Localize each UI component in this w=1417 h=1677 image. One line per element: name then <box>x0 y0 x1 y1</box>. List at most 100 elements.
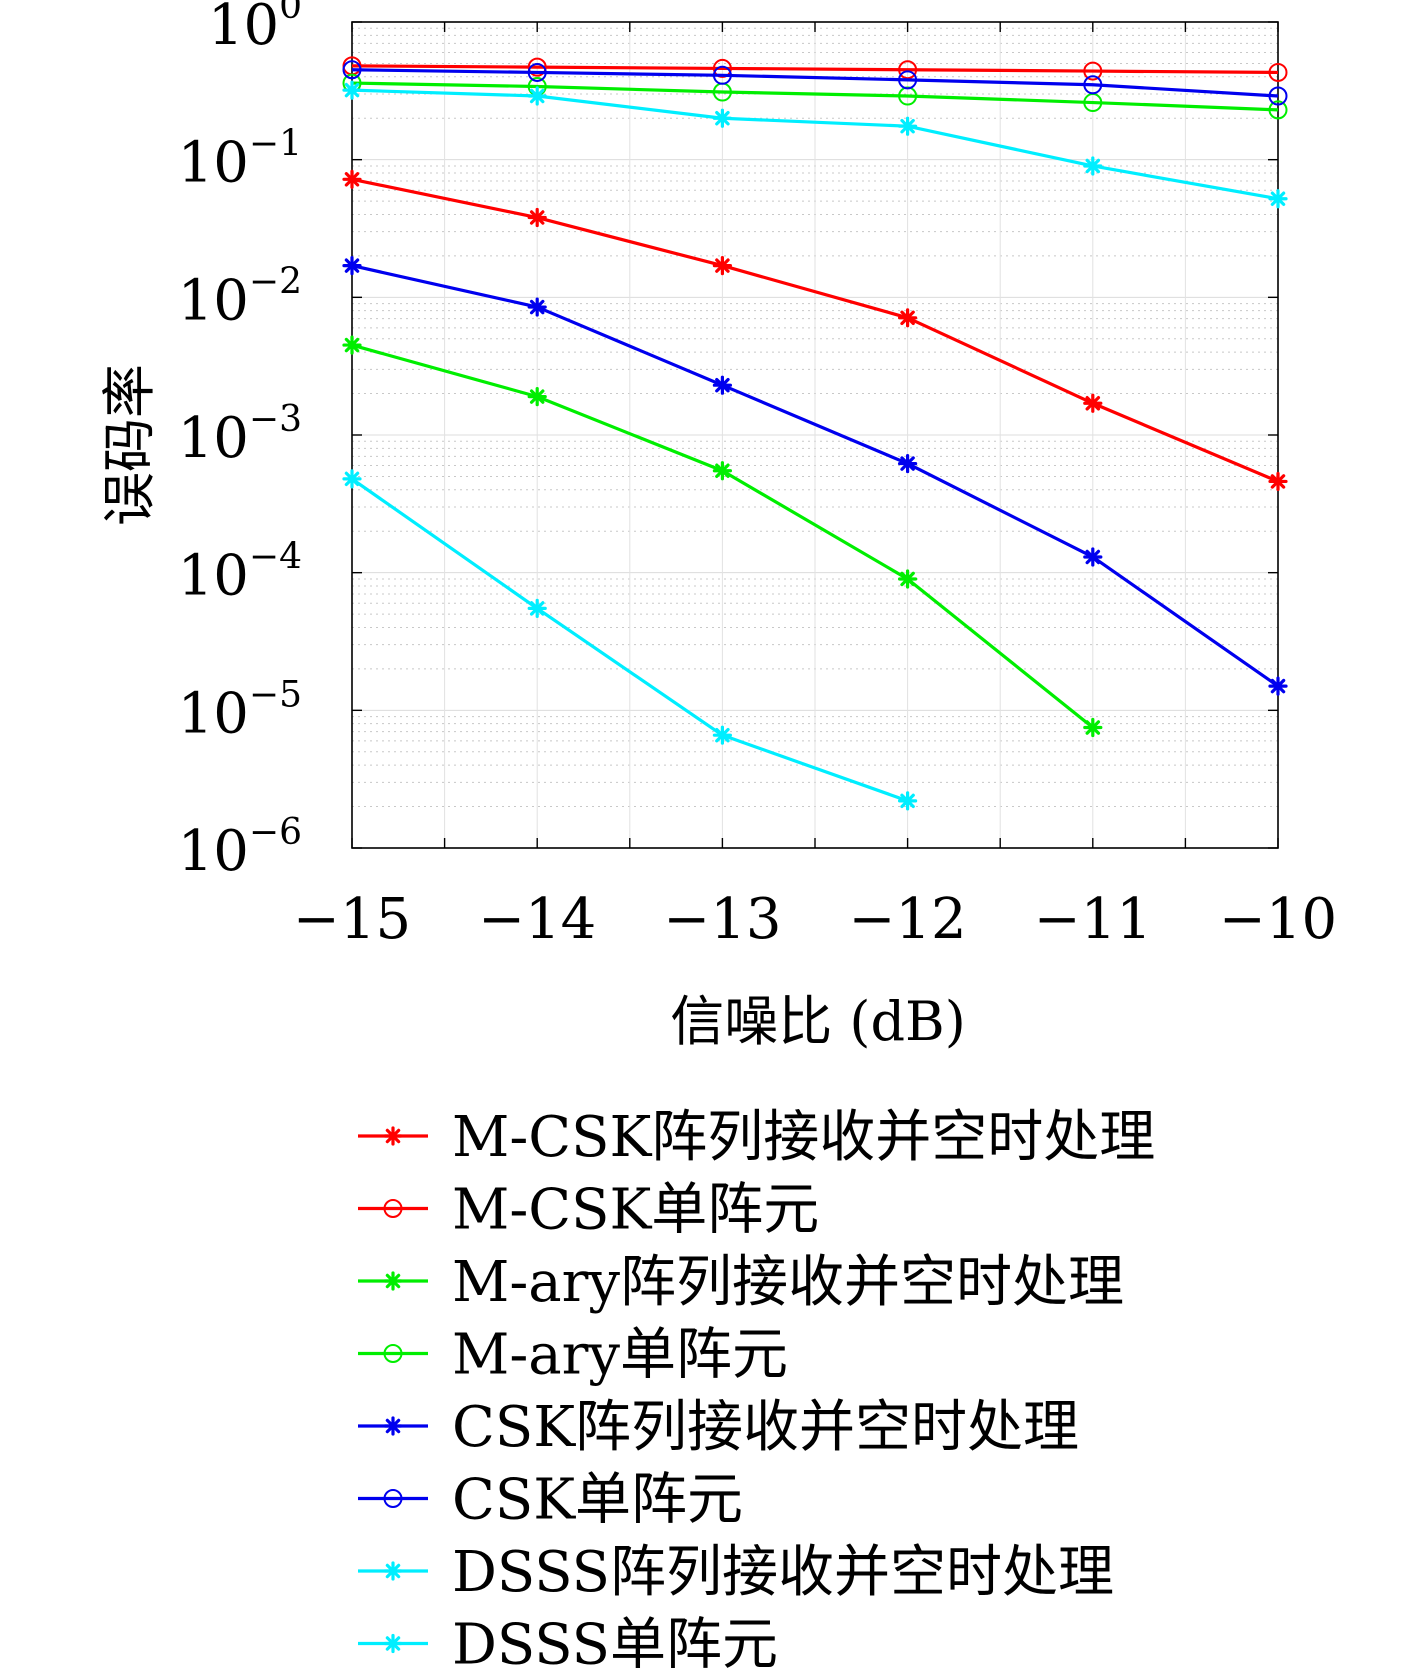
legend-entry: M-CSK单阵元 <box>358 1178 819 1243</box>
data-point <box>527 62 547 82</box>
data-point <box>1083 156 1103 176</box>
data-point <box>383 1416 403 1436</box>
data-point <box>897 791 918 811</box>
data-point <box>342 60 362 80</box>
legend-entry: DSSS阵列接收并空时处理 <box>358 1540 1114 1605</box>
series <box>342 469 918 811</box>
y-tick-exponent: −5 <box>249 674 302 715</box>
data-point <box>712 65 732 85</box>
data-point <box>527 297 547 317</box>
data-point <box>1083 61 1103 81</box>
data-point <box>383 1126 403 1146</box>
x-tick-label: −14 <box>478 887 596 952</box>
marker-stroke <box>344 258 360 273</box>
legend: M-CSK阵列接收并空时处理 M-CSK单阵元 M-ary阵列接收并空时处理 M-ar… <box>358 1105 1155 1677</box>
data-point <box>527 86 547 106</box>
data-point <box>1083 547 1103 567</box>
marker-stroke <box>715 110 730 126</box>
y-tick-exponent: −4 <box>249 537 302 578</box>
data-point <box>527 207 547 228</box>
marker-stroke <box>529 299 545 315</box>
legend-entry: DSSS单阵元 <box>358 1613 778 1677</box>
legend-label: M-ary阵列接收并空时处理 <box>452 1250 1124 1315</box>
legend-label: DSSS阵列接收并空时处理 <box>452 1540 1114 1605</box>
series-line <box>351 177 1279 483</box>
data-point <box>383 1561 403 1581</box>
marker-stroke <box>715 727 730 743</box>
data-point <box>712 725 733 745</box>
series-line <box>351 81 1279 112</box>
y-tick-exponent: −1 <box>249 124 302 165</box>
marker-stroke <box>385 1636 401 1651</box>
data-point <box>1268 62 1288 82</box>
grid <box>351 21 1279 849</box>
series <box>342 335 1103 738</box>
legend-label: M-CSK阵列接收并空时处理 <box>452 1105 1155 1170</box>
y-tick-base: 10 <box>178 819 249 884</box>
series <box>342 60 1288 106</box>
y-tick-base: 10 <box>208 0 279 58</box>
marker-stroke <box>715 463 730 479</box>
data-point <box>342 80 362 100</box>
data-point <box>898 60 918 80</box>
marker-stroke <box>529 389 545 404</box>
series <box>342 169 1288 492</box>
data-point <box>712 108 733 128</box>
y-tick-label: 100 <box>208 0 302 58</box>
y-tick-label: 10−4 <box>178 537 302 609</box>
marker-stroke <box>900 310 915 326</box>
y-tick-base: 10 <box>178 544 249 609</box>
data-point <box>712 461 733 481</box>
marker-stroke <box>344 471 360 487</box>
y-tick-label: 10−2 <box>178 261 302 333</box>
data-point <box>1268 471 1288 492</box>
series-line <box>351 88 1279 201</box>
y-tick-exponent: 0 <box>279 0 302 27</box>
series <box>342 80 1288 209</box>
data-point <box>1268 189 1288 209</box>
series-line <box>351 264 1279 688</box>
marker-stroke <box>1270 191 1286 207</box>
data-point <box>342 169 362 189</box>
marker-stroke <box>900 793 915 809</box>
x-tick-label: −15 <box>293 887 411 952</box>
marker-stroke <box>385 1128 401 1144</box>
legend-entry: M-ary单阵元 <box>358 1323 788 1388</box>
data-point <box>897 308 918 328</box>
data-point <box>342 469 362 489</box>
marker-stroke <box>900 118 915 134</box>
data-point <box>527 598 547 619</box>
x-tick-label: −11 <box>1034 887 1152 952</box>
marker-stroke <box>344 172 360 187</box>
series-line <box>351 64 1279 75</box>
marker-stroke <box>344 337 360 353</box>
y-tick-exponent: −2 <box>249 261 302 302</box>
marker-stroke <box>1085 396 1101 411</box>
data-point <box>383 1271 403 1291</box>
marker-stroke <box>385 1273 401 1289</box>
data-point <box>1083 717 1103 738</box>
data-point <box>712 58 732 78</box>
data-point <box>1083 75 1103 95</box>
legend-entry: CSK单阵元 <box>358 1468 743 1533</box>
data-point <box>383 1633 403 1654</box>
x-tick-label: −12 <box>849 887 967 952</box>
marker-stroke <box>1270 678 1286 694</box>
series-line <box>351 477 909 803</box>
legend-label: M-ary单阵元 <box>452 1323 788 1388</box>
data-point <box>712 375 733 395</box>
x-axis-title: 信噪比 (dB) <box>670 990 966 1053</box>
axes <box>351 21 1279 849</box>
series-group <box>342 56 1288 811</box>
y-tick-base: 10 <box>178 131 249 196</box>
marker-stroke <box>1085 158 1101 174</box>
legend-entry: M-ary阵列接收并空时处理 <box>358 1250 1124 1315</box>
data-point <box>1083 393 1103 413</box>
data-point <box>383 1489 403 1508</box>
marker-stroke <box>715 377 730 393</box>
data-point <box>527 387 547 407</box>
data-point <box>712 256 733 276</box>
y-tick-label: 10−5 <box>178 674 302 746</box>
marker-stroke <box>344 82 360 98</box>
